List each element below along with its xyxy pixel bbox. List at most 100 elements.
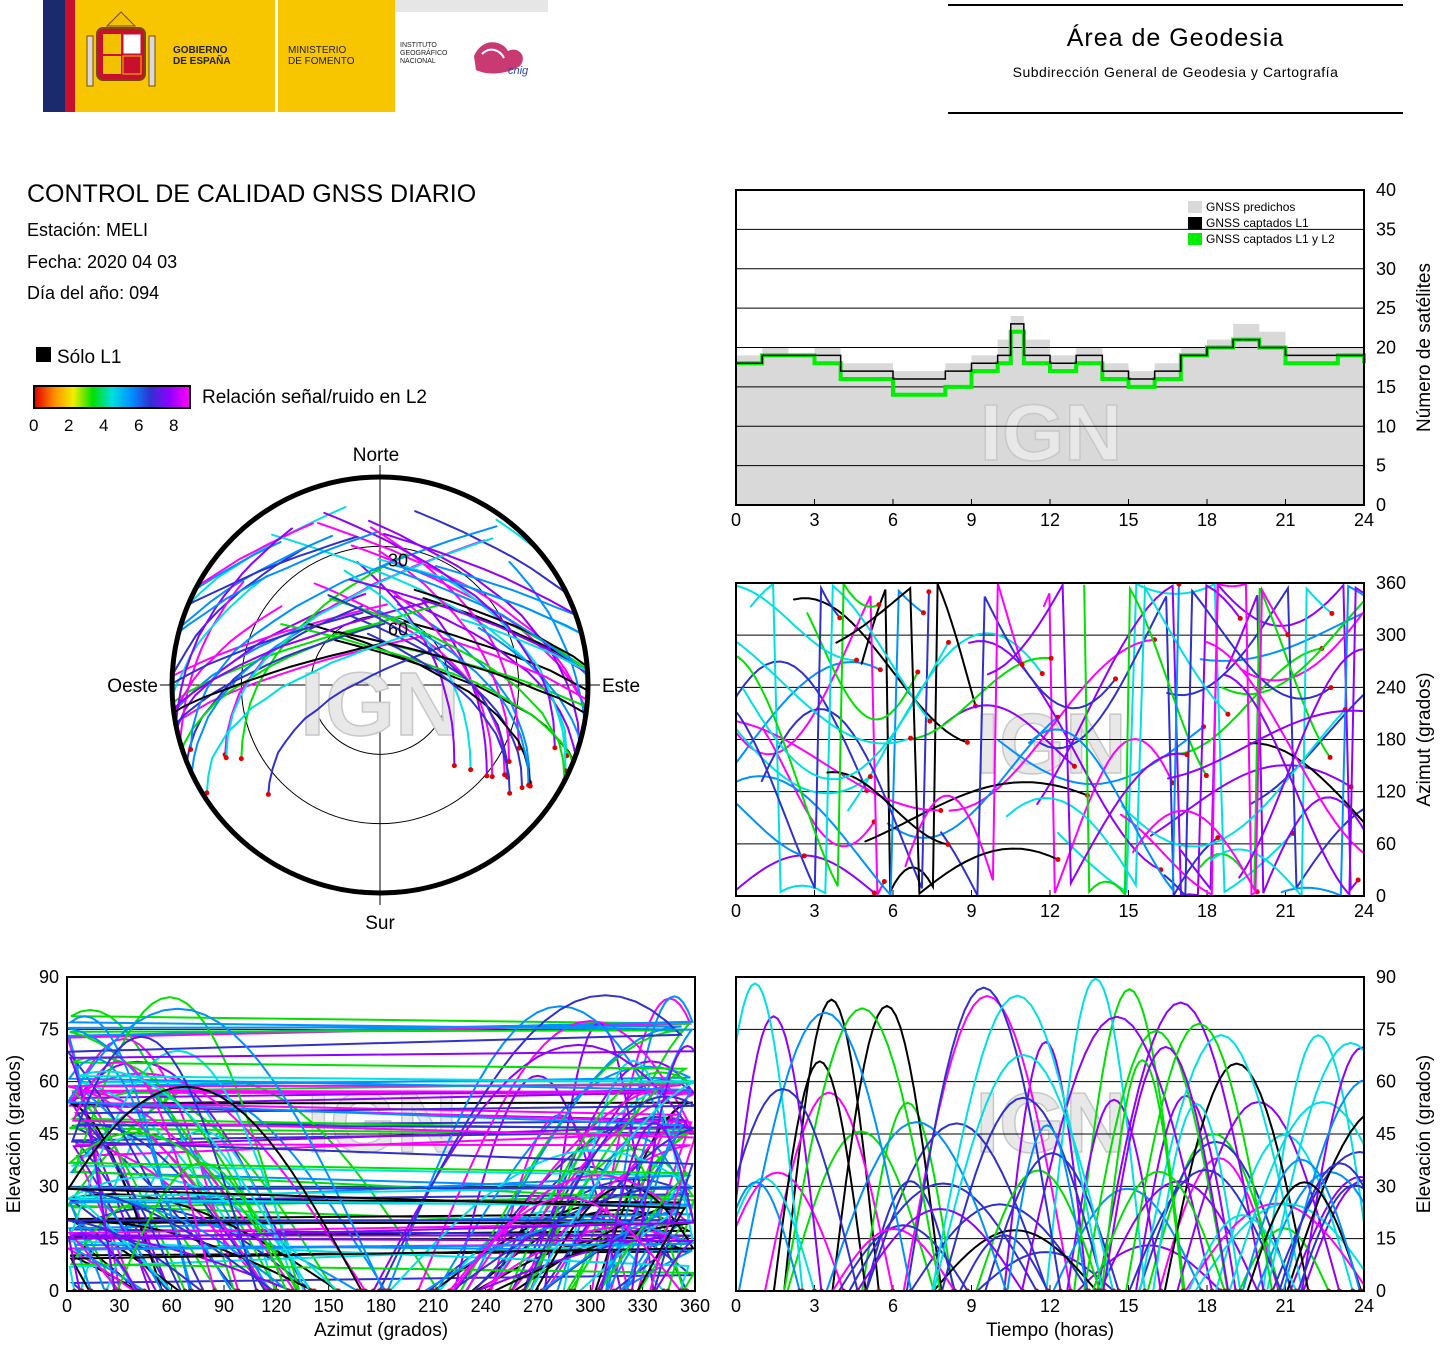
azt-track: [736, 802, 806, 857]
azt-track-end: [1184, 752, 1190, 758]
elt-track: [1286, 1114, 1364, 1291]
snr-tick-4: 4: [99, 416, 109, 435]
sky-track: [414, 510, 588, 748]
count-plot-border: [735, 189, 1365, 506]
azt-track-end: [876, 602, 882, 608]
elt-track: [848, 1182, 1038, 1291]
count-x-tick-label: 6: [888, 510, 898, 530]
ela-track: [73, 1095, 695, 1291]
azt-track: [1028, 583, 1180, 893]
sky-track-end: [126, 791, 131, 796]
sky-track: [366, 632, 511, 795]
doy-label: Día del año: 094: [27, 283, 160, 303]
elt-track: [1246, 1181, 1363, 1291]
ela-y-tick-label: 45: [39, 1124, 59, 1144]
elt-track: [1102, 1045, 1230, 1291]
report-title: CONTROL DE CALIDAD GNSS DIARIO: [27, 180, 477, 208]
ela-x-tick-label: 60: [162, 1296, 182, 1316]
sky-track: [350, 615, 524, 789]
sky-track-end: [649, 784, 654, 789]
azt-x-tick-label: 18: [1197, 901, 1217, 921]
sky-track-end: [172, 745, 178, 751]
azt-track-end: [1048, 655, 1054, 661]
azt-track: [1225, 594, 1364, 894]
azt-x-tick-label: 9: [966, 901, 976, 921]
azt-y-tick-label: 360: [1376, 573, 1406, 593]
azt-track: [736, 854, 876, 894]
solo-l1-swatch: [36, 347, 51, 362]
sky-track-end: [552, 745, 558, 751]
elt-track: [932, 1229, 1098, 1291]
azt-track-end: [877, 667, 883, 673]
count-y-tick-label: 25: [1376, 298, 1396, 318]
elt-x-tick-label: 3: [809, 1296, 819, 1316]
elt-x-tick-label: 0: [731, 1296, 741, 1316]
sky-track-end: [122, 740, 127, 745]
azt-track-end: [1215, 835, 1221, 841]
sky-track-end: [238, 756, 244, 762]
azt-x-tick-label: 3: [809, 901, 819, 921]
sky-track-end: [585, 785, 588, 791]
ela-x-tick-label: 180: [366, 1296, 396, 1316]
sky-track-end: [584, 763, 588, 769]
sky-track-end: [654, 774, 659, 779]
elt-track: [736, 1177, 816, 1291]
elt-track: [861, 1101, 955, 1291]
elt-y-tick-label: 90: [1376, 967, 1396, 987]
ela-x-tick-label: 210: [418, 1296, 448, 1316]
sky-track: [172, 634, 426, 795]
azt-track: [736, 720, 942, 812]
azt-track: [760, 590, 930, 889]
elt-track: [1278, 1162, 1364, 1291]
elt-track: [932, 1053, 1115, 1291]
sky-south-label: Sur: [365, 913, 395, 934]
sky-track: [394, 564, 588, 769]
azt-track-end: [801, 853, 807, 859]
elt-track-end: [1365, 1289, 1370, 1294]
elt-track: [865, 1122, 1049, 1291]
elt-track: [1289, 1175, 1364, 1291]
azt-track: [749, 583, 931, 895]
azt-track: [1220, 599, 1364, 696]
azt-track-end: [1406, 873, 1411, 878]
azt-track: [1180, 583, 1360, 893]
sky-track-end: [159, 768, 164, 773]
elt-track: [975, 1169, 1101, 1291]
count-y-axis-label: Número de satélites: [1414, 263, 1435, 432]
azt-y-tick-label: 240: [1376, 677, 1406, 697]
sky-track: [172, 622, 378, 788]
count-x-tick-label: 9: [966, 510, 976, 530]
azt-plot-border: [735, 582, 1365, 897]
azt-track-end: [1430, 587, 1435, 592]
count-y-tick-label: 40: [1376, 180, 1396, 200]
azt-track: [1222, 585, 1364, 896]
sky-track: [420, 598, 488, 777]
elt-track: [931, 994, 1104, 1291]
elt-track: [941, 1096, 1106, 1291]
azt-x-tick-label: 6: [888, 901, 898, 921]
ela-track: [67, 1193, 681, 1291]
ela-track-group: [67, 994, 695, 1291]
sky-track: [172, 622, 386, 791]
sky-track: [172, 601, 429, 779]
azt-track: [1132, 586, 1289, 896]
sky-track-end: [105, 790, 110, 795]
elt-track: [737, 1011, 913, 1291]
sky-track-end: [484, 773, 490, 779]
ela-track: [453, 1074, 623, 1291]
sky-track-end: [621, 760, 626, 765]
sky-track-end: [655, 785, 660, 790]
ela-tracks: [67, 994, 695, 1291]
sky-track: [172, 611, 364, 787]
elt-y-axis-label: Elevación (grados): [1414, 1055, 1435, 1213]
azt-x-tick-label: 0: [731, 901, 741, 921]
sky-track-end: [634, 748, 639, 753]
ela-track: [67, 1121, 695, 1291]
count-legend-swatch: [1188, 233, 1202, 245]
ela-y-axis-label: Elevación (grados): [4, 1055, 25, 1213]
sky-west-label: Oeste: [107, 676, 158, 697]
azt-track: [1043, 593, 1174, 894]
azt-y-axis-label: Azimut (grados): [1414, 672, 1435, 806]
sky-track-end: [648, 766, 653, 771]
elt-track: [959, 1234, 1049, 1291]
